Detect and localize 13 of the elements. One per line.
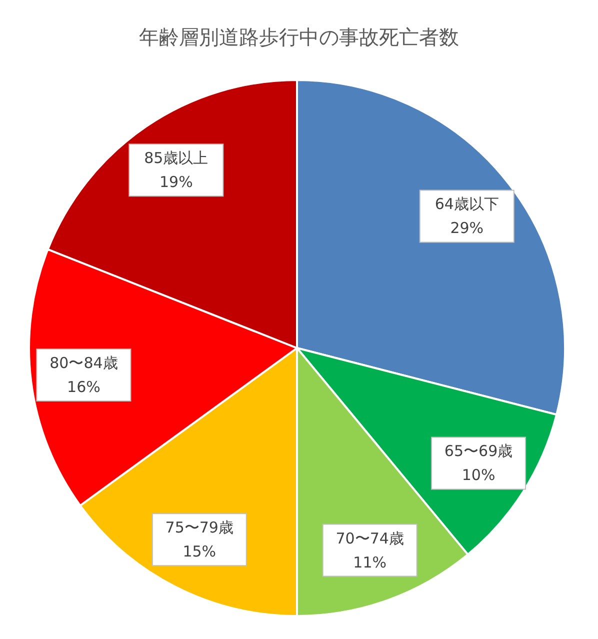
- slice-label: 65〜69歳: [444, 442, 513, 460]
- slice-label: 70〜74歳: [336, 529, 404, 548]
- slice-label: 75〜79歳: [165, 518, 234, 537]
- data-label: 15%: [182, 542, 216, 561]
- data-label: 10%: [462, 466, 496, 484]
- slice-label: 64歳以下: [434, 195, 499, 214]
- chart-title: 年齢層別道路歩行中の事故死亡者数: [139, 25, 459, 49]
- data-label: 16%: [67, 378, 100, 396]
- data-label: 19%: [159, 173, 193, 192]
- data-label: 11%: [353, 553, 386, 572]
- data-label: 29%: [450, 219, 484, 238]
- slice-label: 80〜84歳: [50, 354, 118, 372]
- slice-label: 85歳以上: [144, 149, 208, 168]
